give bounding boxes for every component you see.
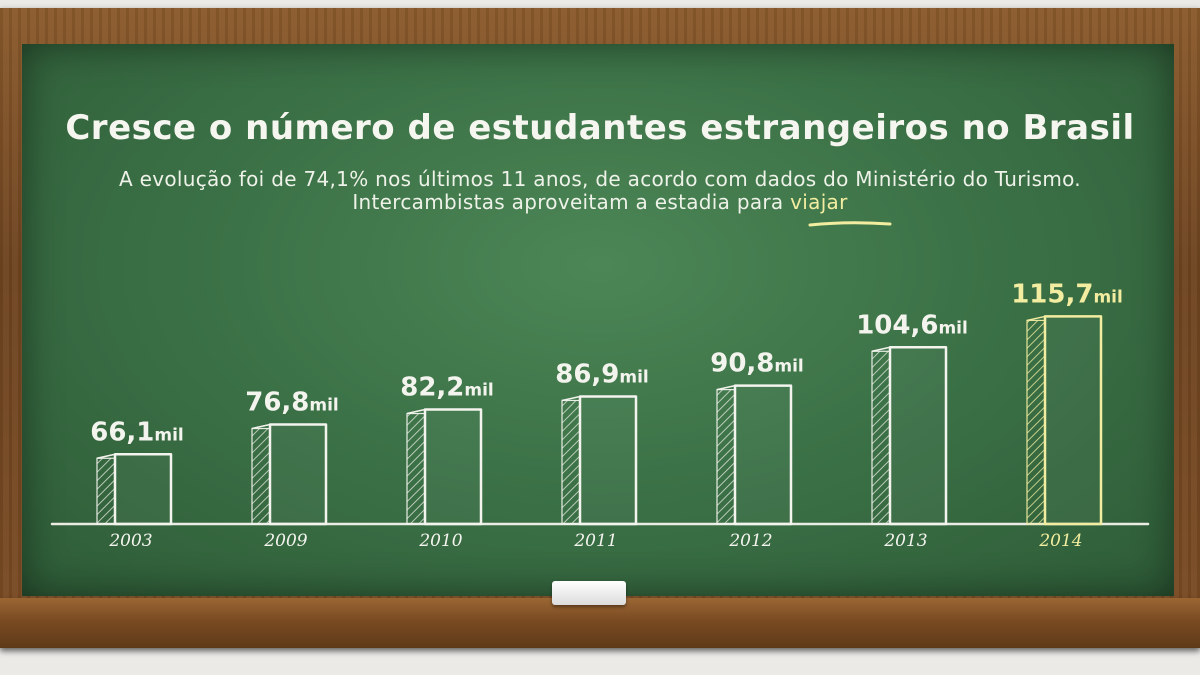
bar-2010 (423, 408, 483, 526)
chart-subtitle-line1: A evolução foi de 74,1% nos últimos 11 a… (119, 167, 1081, 191)
x-tick-label-2003: 2003 (108, 531, 152, 551)
bar-top-edge-2012 (716, 384, 736, 391)
bar-top-edge-2014 (1026, 315, 1046, 322)
x-tick-label-2013: 2013 (883, 531, 927, 551)
bar-top-edge-2013 (871, 346, 891, 353)
bar-2009 (268, 423, 328, 526)
bar-2014 (1043, 315, 1103, 526)
bar-2011 (578, 395, 638, 526)
value-label-2009: 76,8mil (245, 388, 339, 418)
bar-top-edge-2003 (96, 453, 116, 459)
chart-subtitle-line2: Intercambistas aproveitam a estadia para… (0, 190, 1200, 214)
highlight-underline (808, 221, 892, 227)
subtitle-highlight-word: viajar (790, 190, 848, 214)
value-label-2014: 115,7mil (1011, 279, 1123, 309)
chalkboard (22, 44, 1174, 596)
x-tick-label-2011: 2011 (573, 531, 617, 551)
value-label-2012: 90,8mil (710, 349, 804, 379)
value-label-2011: 86,9mil (555, 359, 649, 389)
bar-side-2009 (251, 427, 271, 525)
eraser-icon (552, 581, 626, 605)
bar-top-edge-2009 (251, 423, 271, 430)
bar-side-2012 (716, 389, 736, 525)
bar-side-2010 (406, 412, 426, 525)
value-label-2013: 104,6mil (856, 310, 968, 340)
bar-side-2003 (96, 457, 116, 525)
bar-top-edge-2010 (406, 408, 426, 415)
bar-side-2013 (871, 350, 891, 525)
bar-side-2011 (561, 399, 581, 525)
bar-side-2014 (1026, 319, 1046, 525)
x-tick-label-2014: 2014 (1038, 531, 1082, 551)
bar-2012 (733, 384, 793, 526)
subtitle-line2-text: Intercambistas aproveitam a estadia para (352, 190, 784, 214)
chalk-ledge (0, 598, 1200, 648)
bar-top-edge-2011 (561, 395, 581, 402)
chart-title: Cresce o número de estudantes estrangeir… (65, 108, 1135, 148)
value-label-2010: 82,2mil (400, 373, 494, 403)
x-tick-label-2010: 2010 (418, 531, 462, 551)
bar-2013 (888, 346, 948, 526)
x-tick-label-2012: 2012 (728, 531, 772, 551)
bar-2003 (113, 453, 173, 526)
x-tick-label-2009: 2009 (263, 531, 307, 551)
value-label-2003: 66,1mil (90, 417, 184, 447)
